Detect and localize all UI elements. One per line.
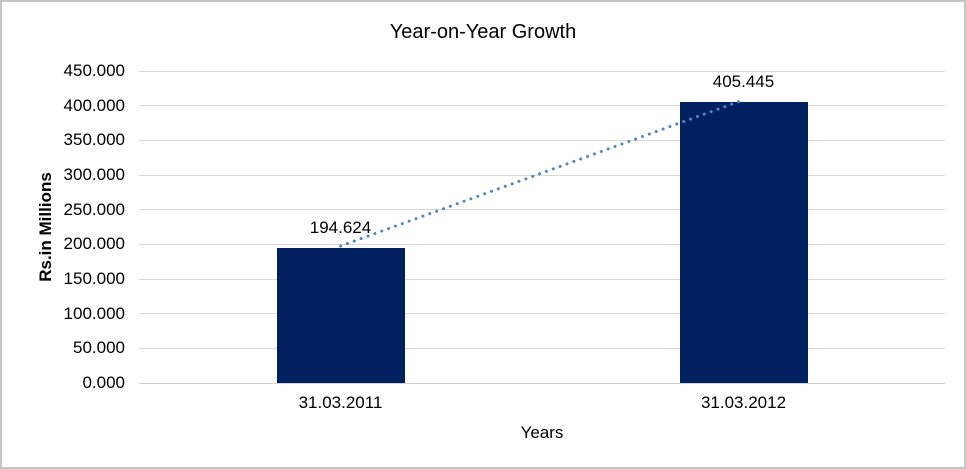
bar-data-label: 405.445 <box>712 71 775 91</box>
gridline <box>139 313 945 315</box>
x-axis-title: Years <box>520 423 564 442</box>
y-axis-tick-label: 50.000 <box>73 338 125 358</box>
gridline <box>139 278 945 280</box>
x-axis-tick-label: 31.03.2012 <box>700 393 787 412</box>
plot-area <box>139 70 945 384</box>
gridline <box>139 105 945 107</box>
y-axis-tick-label: 400.000 <box>63 95 125 115</box>
gridline <box>139 70 945 72</box>
bar-31.03.2012 <box>679 101 808 383</box>
y-axis-tick-label: 450.000 <box>63 61 125 80</box>
gridline <box>139 209 945 211</box>
gridline <box>139 243 945 245</box>
trendline <box>339 98 745 248</box>
chart-title: Year-on-Year Growth <box>389 21 577 43</box>
y-axis-tick-label: 350.000 <box>63 130 125 150</box>
y-axis-tick-label: 0.000 <box>82 373 125 392</box>
y-axis-tick-label: 200.000 <box>63 234 125 254</box>
gridline <box>139 174 945 176</box>
trendline-path <box>339 98 745 248</box>
y-axis-title: Rs.in Millions <box>36 172 55 282</box>
gridline <box>139 139 945 141</box>
bar-data-label: 194.624 <box>309 218 372 238</box>
y-axis-tick-label: 150.000 <box>63 269 125 288</box>
bar-31.03.2011 <box>276 248 405 383</box>
x-axis-tick-label: 31.03.2011 <box>298 393 383 412</box>
gridline <box>139 347 945 349</box>
y-axis-tick-label: 250.000 <box>63 199 125 219</box>
y-axis-tick-label: 100.000 <box>63 303 125 323</box>
y-axis-tick-label: 300.000 <box>63 165 125 184</box>
